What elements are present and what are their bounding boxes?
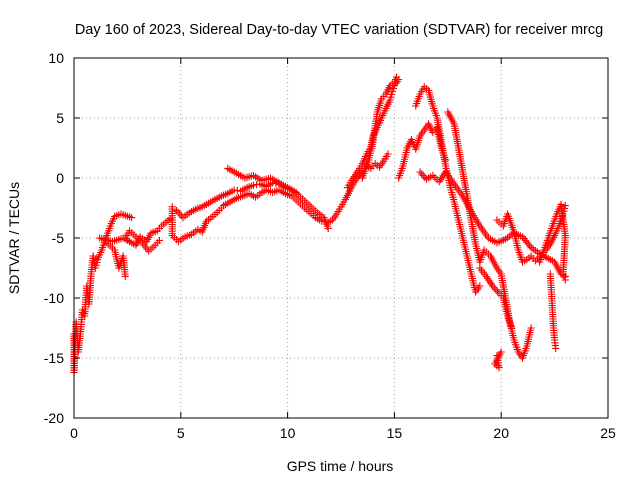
series-13 bbox=[493, 202, 569, 266]
data-point bbox=[324, 224, 332, 232]
series-8 bbox=[358, 73, 401, 182]
data-point bbox=[527, 324, 535, 332]
series-10 bbox=[412, 83, 484, 296]
data-point bbox=[526, 242, 534, 250]
data-point bbox=[272, 179, 280, 187]
data-point bbox=[416, 168, 424, 176]
data-point bbox=[233, 187, 242, 195]
data-point bbox=[389, 85, 397, 93]
x-tick-label: 5 bbox=[177, 425, 185, 441]
data-point bbox=[121, 272, 129, 280]
data-point bbox=[493, 287, 502, 295]
x-tick-label: 20 bbox=[493, 425, 509, 441]
data-point bbox=[249, 181, 258, 189]
data-point bbox=[560, 273, 568, 281]
data-point bbox=[490, 284, 498, 292]
data-point bbox=[552, 344, 560, 352]
series-14 bbox=[476, 264, 516, 332]
y-tick-label: -20 bbox=[44, 410, 64, 426]
series-4 bbox=[168, 150, 392, 246]
x-axis-label: GPS time / hours bbox=[287, 458, 394, 474]
y-axis-label: SDTVAR / TECUs bbox=[6, 182, 22, 294]
series-7 bbox=[343, 76, 403, 192]
data-point bbox=[508, 324, 516, 332]
data-point bbox=[80, 309, 88, 317]
data-point bbox=[230, 186, 238, 194]
series-3 bbox=[121, 227, 164, 255]
x-tick-label: 10 bbox=[280, 425, 296, 441]
data-point bbox=[292, 188, 300, 196]
data-point bbox=[384, 150, 392, 158]
axis-ticks: 0 5 10 15 20 25 -20 -15 -10 -5 0 5 10 bbox=[44, 50, 616, 441]
data-point bbox=[561, 202, 569, 210]
y-tick-label: 0 bbox=[56, 170, 64, 186]
data-point bbox=[497, 348, 505, 356]
data-point bbox=[128, 214, 136, 222]
series-15 bbox=[491, 348, 505, 372]
data-point bbox=[174, 208, 182, 216]
y-tick-label: -15 bbox=[44, 350, 64, 366]
series-5 bbox=[172, 179, 332, 232]
grid-lines bbox=[74, 58, 608, 418]
y-tick-label: 5 bbox=[56, 110, 64, 126]
series-16 bbox=[546, 270, 560, 352]
data-point bbox=[561, 276, 569, 284]
y-tick-label: -10 bbox=[44, 290, 64, 306]
data-point bbox=[392, 73, 401, 81]
y-tick-label: -5 bbox=[52, 230, 65, 246]
data-point bbox=[172, 206, 181, 214]
data-point bbox=[418, 170, 426, 178]
data-points bbox=[70, 73, 569, 376]
chart-title: Day 160 of 2023, Sidereal Day-to-day VTE… bbox=[75, 22, 603, 38]
data-point bbox=[492, 286, 500, 294]
series-17 bbox=[536, 200, 569, 284]
x-tick-label: 25 bbox=[600, 425, 616, 441]
series-6 bbox=[224, 164, 300, 196]
series-1 bbox=[104, 240, 129, 280]
data-point bbox=[155, 236, 164, 244]
data-point bbox=[419, 172, 427, 180]
data-point bbox=[176, 210, 184, 218]
data-point bbox=[421, 173, 429, 181]
y-tick-label: 10 bbox=[48, 50, 64, 66]
data-point bbox=[559, 270, 567, 278]
x-tick-label: 0 bbox=[70, 425, 78, 441]
data-point bbox=[476, 282, 484, 290]
data-point bbox=[489, 282, 497, 290]
x-tick-label: 15 bbox=[387, 425, 403, 441]
